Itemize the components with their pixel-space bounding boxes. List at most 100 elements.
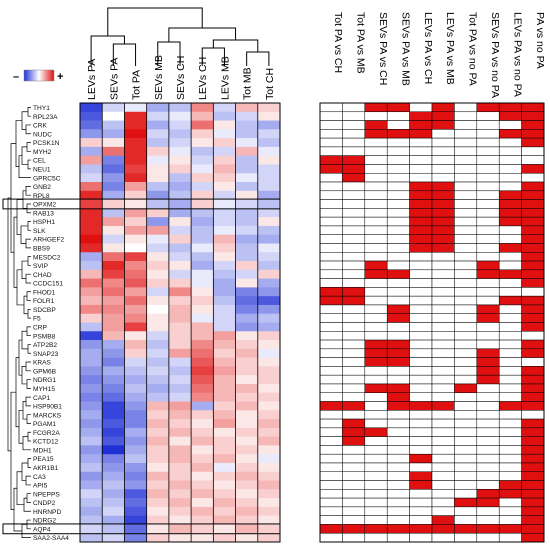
- significance-cell: [342, 357, 366, 367]
- heatmap-row-label: KCTD12: [33, 439, 59, 446]
- heatmap-cell: [168, 111, 192, 121]
- heatmap-cell: [235, 164, 259, 174]
- significance-cell: [342, 331, 366, 341]
- heatmap-cell: [191, 243, 214, 253]
- significance-cell: [476, 146, 500, 156]
- significance-cell: [521, 102, 545, 113]
- significance-cell: [386, 445, 410, 455]
- heatmap-cell: [80, 506, 103, 516]
- heatmap-cell: [146, 392, 170, 402]
- significance-cell: [476, 392, 500, 402]
- significance-cell: [431, 322, 455, 332]
- heatmap-cell: [146, 278, 170, 288]
- significance-cell: [364, 260, 388, 271]
- heatmap-cell: [124, 129, 147, 139]
- significance-cell: [498, 199, 522, 209]
- significance-cell: [498, 453, 522, 464]
- dendrogram-link: [25, 238, 31, 249]
- significance-cell: [454, 410, 478, 420]
- significance-cell: [431, 480, 455, 490]
- significance-grid: [319, 102, 545, 543]
- significance-cell: [521, 181, 545, 192]
- heatmap-cell: [191, 340, 214, 350]
- significance-cell: [386, 208, 410, 218]
- heatmap-cell: [191, 155, 214, 165]
- heatmap-cell: [257, 506, 281, 516]
- significance-cell: [364, 129, 388, 139]
- significance-cell: [431, 366, 455, 376]
- heatmap-cell: [168, 383, 192, 394]
- heatmap-cell: [80, 296, 103, 306]
- significance-cell: [521, 269, 545, 279]
- significance-cell: [521, 532, 545, 543]
- heatmap-row-label: RPL23A: [33, 114, 58, 121]
- heatmap-cell: [124, 155, 147, 165]
- significance-cell: [319, 339, 343, 350]
- significance-cell: [319, 524, 343, 534]
- heatmap-cell: [124, 410, 147, 420]
- significance-cell: [364, 137, 388, 148]
- significance-cell: [476, 129, 500, 139]
- significance-cell: [454, 199, 478, 209]
- significance-cell: [364, 418, 388, 429]
- heatmap-cell: [213, 111, 236, 121]
- significance-cell: [409, 436, 433, 446]
- heatmap-row-label: SLK: [33, 228, 46, 235]
- significance-cell: [454, 146, 478, 156]
- significance-cell: [521, 216, 545, 227]
- heatmap-row-label: CRK: [33, 123, 48, 130]
- significance-cell: [364, 155, 388, 165]
- dendrogram-link: [20, 225, 28, 244]
- significance-cell: [431, 278, 455, 288]
- significance-cell: [454, 234, 478, 244]
- significance-cell: [454, 348, 478, 358]
- significance-cell: [476, 410, 500, 420]
- heatmap-cell: [168, 419, 192, 429]
- significance-cell: [476, 462, 500, 473]
- significance-cell: [364, 357, 388, 367]
- significance-cell: [476, 252, 500, 262]
- significance-cell: [364, 269, 388, 279]
- dendrogram-link: [27, 308, 31, 319]
- heatmap-cell: [80, 234, 103, 244]
- significance-cell: [476, 181, 500, 192]
- dendrogram-link: [26, 326, 31, 337]
- heatmap-cell: [146, 515, 170, 525]
- significance-cell: [342, 137, 366, 148]
- heatmap-cell: [235, 357, 259, 367]
- heatmap-cell: [102, 533, 125, 543]
- significance-cell: [521, 120, 545, 130]
- heatmap-cell: [124, 269, 147, 279]
- significance-cell: [498, 225, 522, 235]
- significance-cell: [386, 418, 410, 429]
- significance-cell: [319, 489, 343, 499]
- significance-cell: [431, 357, 455, 367]
- significance-cell: [476, 480, 500, 490]
- heatmap-cell: [80, 225, 103, 235]
- significance-cell: [319, 287, 343, 297]
- heatmap-cell: [124, 392, 147, 402]
- heatmap-cell: [257, 199, 281, 209]
- heatmap-cell: [191, 182, 214, 192]
- heatmap-cell: [80, 217, 103, 227]
- heatmap-cell: [168, 278, 192, 288]
- heatmap-cell: [191, 296, 214, 306]
- heatmap-cell: [213, 392, 236, 402]
- heatmap-row-label: MESDC2: [33, 254, 61, 261]
- heatmap-cell: [124, 331, 147, 341]
- heatmap-cell: [80, 164, 103, 174]
- heatmap-cell: [146, 471, 170, 481]
- significance-cell: [386, 506, 410, 516]
- heatmap-cell: [191, 287, 214, 297]
- heatmap-cell: [102, 506, 125, 516]
- significance-cell: [364, 348, 388, 358]
- significance-cell: [521, 453, 545, 464]
- dendrogram-link: [18, 155, 31, 178]
- significance-cell: [319, 225, 343, 235]
- heatmap-cell: [257, 322, 281, 332]
- heatmap-cell: [146, 138, 170, 148]
- significance-cell: [498, 234, 522, 244]
- heatmap-cell: [257, 445, 281, 455]
- significance-cell: [454, 260, 478, 271]
- heatmap-cell: [257, 296, 281, 306]
